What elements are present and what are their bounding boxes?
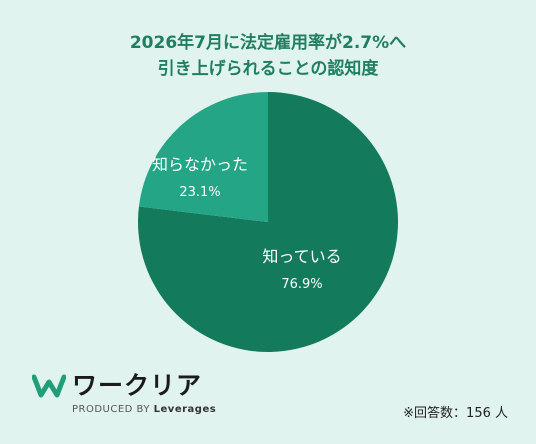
- pie-slices: [138, 92, 398, 352]
- w-logo-icon: [32, 374, 66, 398]
- chart-title: 2026年7月に法定雇用率が2.7%へ 引き上げられることの認知度: [0, 30, 536, 82]
- brand-logo: ワークリア PRODUCED BY Leverages: [32, 372, 216, 415]
- pie-slice-2: [138, 92, 268, 222]
- brand-tagline-company: Leverages: [153, 404, 217, 415]
- chart-title-line-1: 2026年7月に法定雇用率が2.7%へ: [129, 33, 407, 53]
- slice-label-2: 知らなかった: [152, 155, 248, 174]
- slice-value-2: 23.1%: [179, 185, 220, 200]
- brand-tagline-prefix: PRODUCED BY: [72, 404, 154, 415]
- brand-tagline: PRODUCED BY Leverages: [72, 404, 216, 415]
- respondent-count-note: ※回答数：156 人: [403, 406, 508, 421]
- pie-labels: 知っている 76.9% 知らなかった 23.1%: [152, 155, 342, 292]
- brand-name: ワークリア: [72, 371, 203, 400]
- slice-label-1: 知っている: [262, 247, 341, 266]
- chart-title-line-2: 引き上げられることの認知度: [157, 59, 379, 79]
- slice-value-1: 76.9%: [281, 277, 322, 292]
